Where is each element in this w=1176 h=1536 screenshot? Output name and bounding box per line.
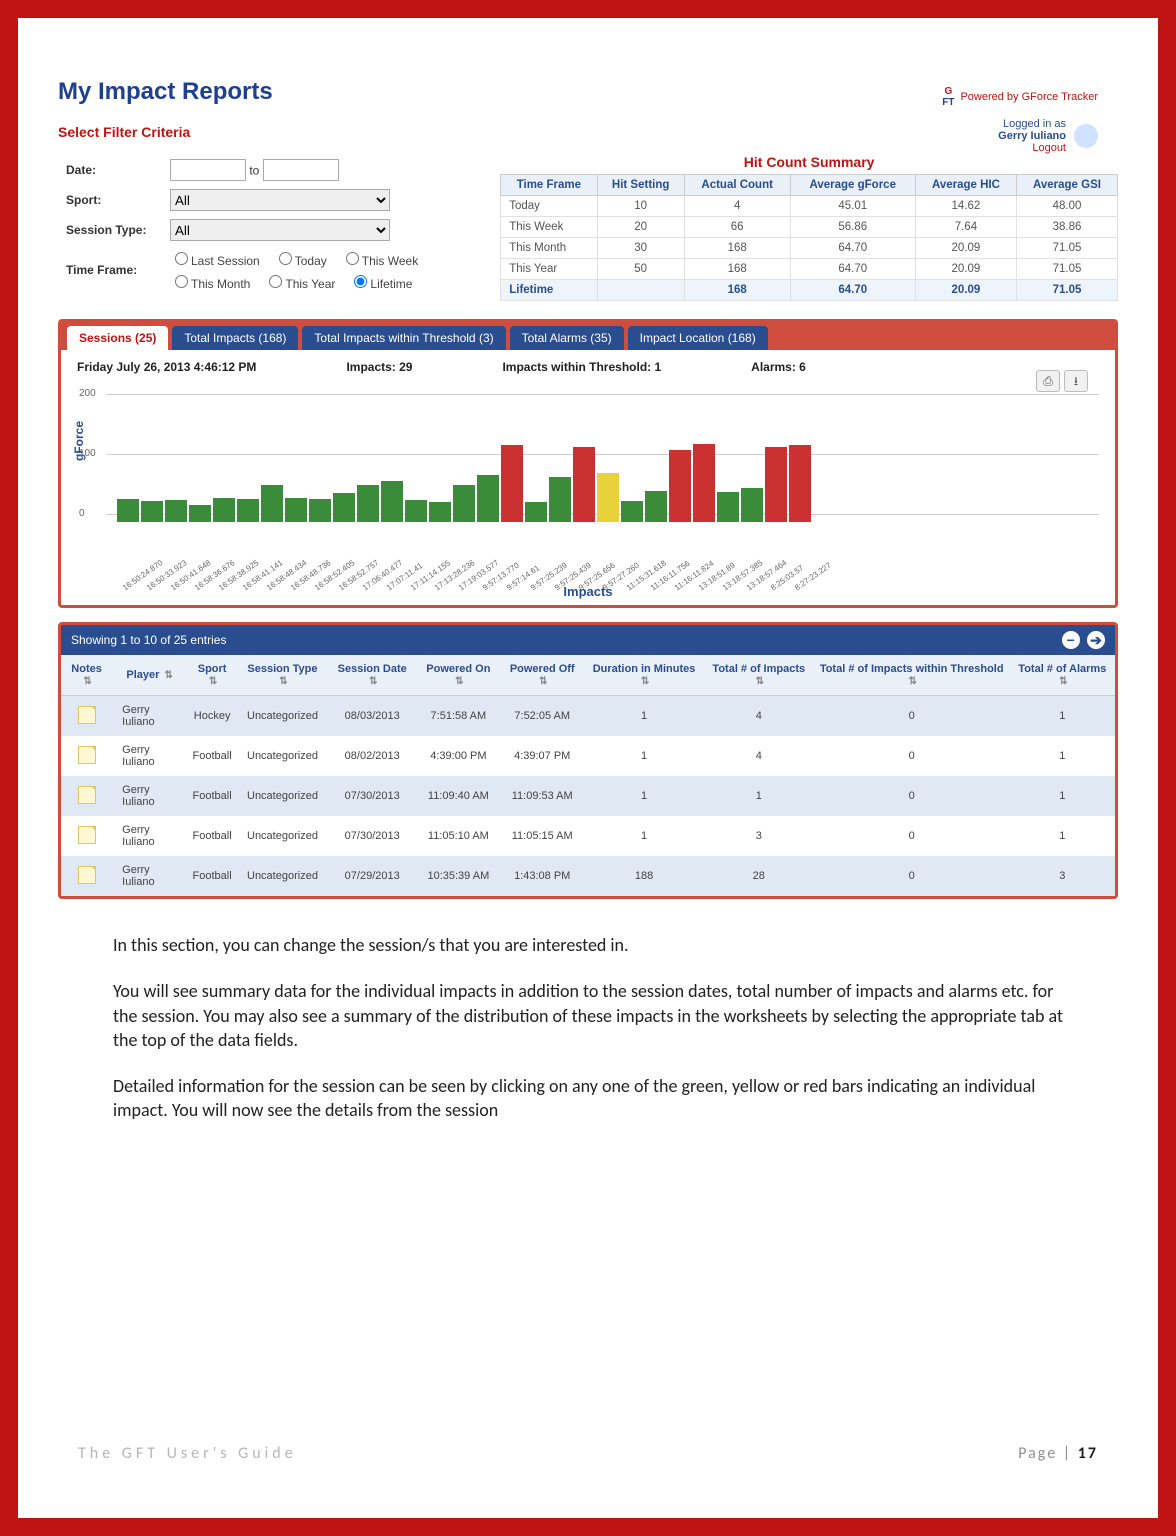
session-type-select[interactable]: All	[170, 219, 390, 241]
timeframe-radio-this-week[interactable]: This Week	[341, 254, 418, 268]
column-header[interactable]: Total # of Impacts ⇅	[704, 655, 814, 696]
date-to-input[interactable]	[263, 159, 339, 181]
sport-label: Sport:	[60, 186, 162, 214]
impact-bar[interactable]	[789, 445, 811, 522]
column-header[interactable]: Notes ⇅	[61, 655, 112, 696]
timeframe-radio-this-month[interactable]: This Month	[170, 277, 250, 291]
grid-minus-icon[interactable]: −	[1062, 631, 1080, 649]
impact-bar[interactable]	[165, 500, 187, 522]
tab-1[interactable]: Total Impacts (168)	[172, 326, 298, 350]
login-box: Logged in as Gerry Iuliano Logout	[998, 118, 1098, 154]
column-header[interactable]: Duration in Minutes ⇅	[584, 655, 704, 696]
sport-select[interactable]: All	[170, 189, 390, 211]
impact-bar[interactable]	[501, 445, 523, 522]
sessions-table: Notes ⇅Player ⇅Sport ⇅Session Type ⇅Sess…	[61, 655, 1115, 896]
column-header[interactable]: Powered On ⇅	[417, 655, 501, 696]
column-header[interactable]: Session Type ⇅	[237, 655, 328, 696]
note-icon[interactable]	[78, 786, 96, 804]
column-header[interactable]: Powered Off ⇅	[500, 655, 584, 696]
body-para-2: You will see summary data for the indivi…	[113, 979, 1063, 1052]
footer-page-number: 17	[1078, 1444, 1098, 1463]
impact-bar[interactable]	[381, 481, 403, 522]
body-para-1: In this section, you can change the sess…	[113, 933, 1063, 957]
impact-bar[interactable]	[453, 485, 475, 522]
column-header[interactable]: Total # of Alarms ⇅	[1010, 655, 1115, 696]
impact-bar[interactable]	[573, 447, 595, 522]
note-icon[interactable]	[78, 826, 96, 844]
impact-bar[interactable]	[309, 499, 331, 522]
chart-threshold: Impacts within Threshold: 1	[502, 360, 661, 374]
impact-bar[interactable]	[477, 475, 499, 522]
footer-left: The GFT User's Guide	[78, 1444, 297, 1463]
impact-bar[interactable]	[141, 501, 163, 522]
impact-bar[interactable]	[333, 493, 355, 522]
timeframe-radio-last-session[interactable]: Last Session	[170, 254, 260, 268]
impact-bar[interactable]	[237, 499, 259, 522]
timeframe-radio-lifetime[interactable]: Lifetime	[349, 277, 412, 291]
impact-bar[interactable]	[213, 498, 235, 522]
session-type-label: Session Type:	[60, 216, 162, 244]
chart-alarms: Alarms: 6	[751, 360, 806, 374]
avatar-icon	[1074, 124, 1098, 148]
impact-bar[interactable]	[621, 501, 643, 522]
note-icon[interactable]	[78, 866, 96, 884]
impact-bar[interactable]	[765, 447, 787, 522]
summary-title: Hit Count Summary	[500, 154, 1118, 170]
date-label: Date:	[60, 156, 162, 184]
column-header[interactable]: Total # of Impacts within Threshold ⇅	[814, 655, 1010, 696]
table-row[interactable]: Gerry IulianoFootballUncategorized08/02/…	[61, 736, 1115, 776]
impact-bar[interactable]	[717, 492, 739, 522]
impact-bar[interactable]	[117, 499, 139, 522]
impact-bar[interactable]	[405, 500, 427, 522]
body-para-3: Detailed information for the session can…	[113, 1074, 1063, 1123]
date-from-input[interactable]	[170, 159, 246, 181]
column-header[interactable]: Sport ⇅	[187, 655, 237, 696]
table-row[interactable]: Gerry IulianoFootballUncategorized07/29/…	[61, 856, 1115, 896]
impact-bar[interactable]	[525, 502, 547, 522]
impact-bar[interactable]	[285, 498, 307, 522]
column-header[interactable]: Player ⇅	[112, 655, 187, 696]
impact-bar[interactable]	[261, 485, 283, 522]
tab-2[interactable]: Total Impacts within Threshold (3)	[302, 326, 505, 350]
timeframe-radio-today[interactable]: Today	[274, 254, 327, 268]
impact-bar[interactable]	[189, 505, 211, 522]
impact-bar[interactable]	[741, 488, 763, 522]
chart-date: Friday July 26, 2013 4:46:12 PM	[77, 360, 256, 374]
impact-bar[interactable]	[645, 491, 667, 522]
impact-bar[interactable]	[669, 450, 691, 522]
tab-3[interactable]: Total Alarms (35)	[510, 326, 624, 350]
summary-table: Time FrameHit SettingActual CountAverage…	[500, 174, 1118, 301]
impact-bar[interactable]	[549, 477, 571, 522]
impact-bar[interactable]	[429, 502, 451, 522]
column-header[interactable]: Session Date ⇅	[328, 655, 417, 696]
powered-by: GFT Powered by GForce Tracker	[942, 86, 1098, 108]
filter-heading: Select Filter Criteria	[58, 124, 1118, 140]
note-icon[interactable]	[78, 706, 96, 724]
user-name: Gerry Iuliano	[998, 130, 1066, 142]
table-row[interactable]: Gerry IulianoFootballUncategorized07/30/…	[61, 776, 1115, 816]
chart-impacts: Impacts: 29	[346, 360, 412, 374]
date-to-label: to	[249, 164, 259, 178]
table-row[interactable]: Gerry IulianoFootballUncategorized07/30/…	[61, 816, 1115, 856]
impact-bar[interactable]	[693, 444, 715, 522]
timeframe-radio-this-year[interactable]: This Year	[264, 277, 335, 291]
impact-bar[interactable]	[357, 485, 379, 522]
logout-link[interactable]: Logout	[1032, 142, 1066, 154]
note-icon[interactable]	[78, 746, 96, 764]
impact-bar[interactable]	[597, 473, 619, 522]
time-frame-label: Time Frame:	[60, 246, 162, 294]
tab-4[interactable]: Impact Location (168)	[628, 326, 768, 350]
footer-page-label: Page |	[1018, 1444, 1072, 1463]
grid-info: Showing 1 to 10 of 25 entries	[71, 633, 226, 647]
tab-0[interactable]: Sessions (25)	[67, 326, 168, 350]
grid-arrow-icon[interactable]: ➔	[1087, 631, 1105, 649]
table-row[interactable]: Gerry IulianoHockeyUncategorized08/03/20…	[61, 696, 1115, 737]
